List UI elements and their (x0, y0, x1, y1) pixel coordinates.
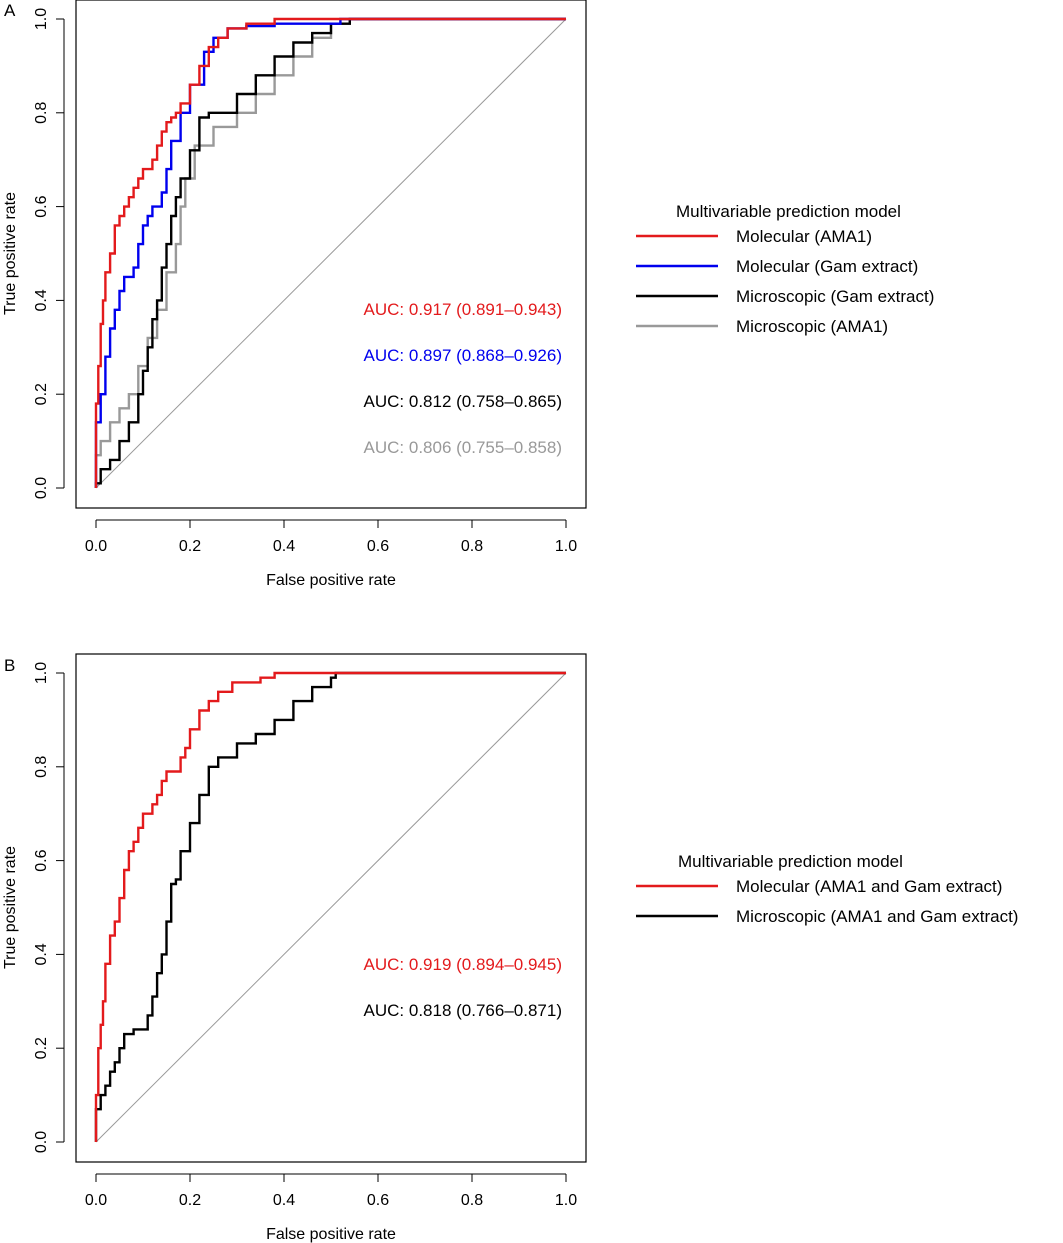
panel-label: A (4, 1, 16, 20)
roc-curve-microscopic-gam-extract (94, 17, 566, 488)
x-axis-label: False positive rate (266, 1226, 396, 1243)
legend-entry-label: Microscopic (Gam extract) (736, 287, 934, 306)
roc-curve-molecular-ama1 (94, 17, 566, 488)
x-tick-label: 0.0 (85, 538, 107, 555)
auc-label: AUC: 0.818 (0.766–0.871) (364, 1001, 562, 1020)
plot-frame (75, 653, 587, 1163)
x-tick-label: 0.8 (461, 538, 483, 555)
y-tick-label: 0.2 (33, 383, 50, 405)
legend-title: Multivariable prediction model (676, 202, 901, 221)
y-tick-label: 0.6 (33, 195, 50, 217)
y-tick-label: 0.6 (33, 849, 50, 871)
plot-frame (75, 0, 587, 509)
x-tick-label: 0.0 (85, 1192, 107, 1209)
legend-entry-label: Microscopic (AMA1 and Gam extract) (736, 907, 1018, 926)
x-tick-label: 0.8 (461, 1192, 483, 1209)
y-axis-label: True positive rate (2, 192, 19, 315)
x-tick-label: 0.4 (273, 538, 295, 555)
y-tick-label: 1.0 (33, 662, 50, 684)
y-tick-label: 0.4 (33, 289, 50, 311)
panel-label: B (4, 656, 15, 675)
roc-curve-microscopic-ama1-and-gam-extract (94, 671, 566, 1142)
legend-entry-label: Molecular (Gam extract) (736, 257, 918, 276)
x-tick-label: 0.4 (273, 1192, 295, 1209)
legend-entry-label: Molecular (AMA1 and Gam extract) (736, 877, 1002, 896)
roc-curve-molecular-ama1-and-gam-extract (94, 671, 566, 1142)
x-tick-label: 1.0 (555, 538, 577, 555)
y-tick-label: 1.0 (33, 8, 50, 30)
auc-label: AUC: 0.812 (0.758–0.865) (364, 392, 562, 411)
x-tick-label: 1.0 (555, 1192, 577, 1209)
y-tick-label: 0.8 (33, 102, 50, 124)
x-tick-label: 0.6 (367, 1192, 389, 1209)
legend-entry-label: Microscopic (AMA1) (736, 317, 888, 336)
x-tick-label: 0.2 (179, 1192, 201, 1209)
legend: Multivariable prediction model Molecular … (636, 202, 934, 336)
x-tick-label: 0.2 (179, 538, 201, 555)
auc-label: AUC: 0.897 (0.868–0.926) (364, 346, 562, 365)
y-tick-label: 0.0 (33, 1131, 50, 1153)
y-tick-label: 0.8 (33, 756, 50, 778)
reference-diagonal (95, 18, 567, 489)
legend: Multivariable prediction model Molecular … (636, 852, 1018, 926)
y-tick-label: 0.4 (33, 943, 50, 965)
reference-diagonal (95, 672, 567, 1143)
y-tick-label: 0.0 (33, 477, 50, 499)
legend-title: Multivariable prediction model (678, 852, 903, 871)
x-axis-label: False positive rate (266, 572, 396, 589)
y-axis-label: True positive rate (2, 846, 19, 969)
auc-label: AUC: 0.919 (0.894–0.945) (364, 955, 562, 974)
panel-B: B 0.0 0.2 0.4 0.6 0.8 1.0 False positive rate 0.… (2, 653, 1018, 1243)
panel-A: A 0.0 0.2 0.4 0.6 0.8 1.0 False positive rate 0.… (2, 0, 934, 589)
legend-entry-label: Molecular (AMA1) (736, 227, 872, 246)
x-tick-label: 0.6 (367, 538, 389, 555)
auc-label: AUC: 0.806 (0.755–0.858) (364, 438, 562, 457)
y-tick-label: 0.2 (33, 1037, 50, 1059)
auc-label: AUC: 0.917 (0.891–0.943) (364, 300, 562, 319)
